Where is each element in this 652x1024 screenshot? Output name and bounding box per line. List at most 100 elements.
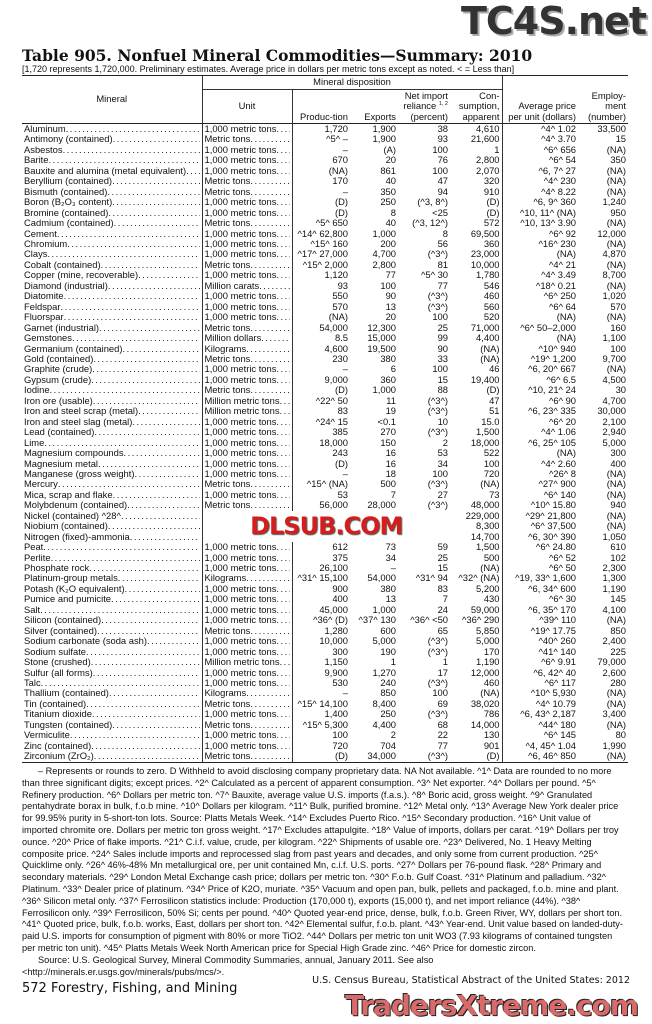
dot-leader: ........................................… bbox=[276, 312, 289, 323]
dot-leader: ........................................… bbox=[261, 333, 290, 344]
cell-exports: 500 bbox=[380, 479, 396, 490]
dot-leader: ........................................… bbox=[48, 155, 200, 166]
mineral-text: Platinum-group metals bbox=[24, 573, 118, 584]
unit-text: 1,000 metric tons bbox=[204, 364, 277, 375]
header-production: Produc-tion bbox=[291, 89, 350, 124]
cell-unit: Million carats .........................… bbox=[201, 280, 292, 292]
cell-production: 26,100 bbox=[291, 563, 350, 574]
table-row: Gemstones ..............................… bbox=[22, 333, 628, 344]
dot-leader: ........................................… bbox=[276, 207, 289, 218]
cell-average-price: ^26^ 8 bbox=[501, 468, 578, 480]
unit-text: Metric tons bbox=[204, 134, 251, 145]
mineral-text: Silver (contained) bbox=[24, 625, 97, 636]
cell-production: 570 bbox=[291, 301, 350, 313]
cell-average-price: (NA) bbox=[501, 333, 578, 344]
dot-leader: ........................................… bbox=[44, 437, 200, 448]
unit-text: 1,000 metric tons bbox=[204, 667, 277, 678]
cell-employment: 1,050 bbox=[602, 531, 626, 542]
header-exports: Exports bbox=[364, 110, 396, 122]
cell-exports: 7 bbox=[390, 489, 396, 500]
cell-production: 612 bbox=[291, 542, 350, 553]
dot-leader: ........................................… bbox=[276, 489, 289, 500]
mineral-text: Sodium carbonate (soda ash) bbox=[24, 636, 147, 647]
cell-unit: 1,000 metric tons ......................… bbox=[201, 270, 292, 281]
dot-leader: ........................................… bbox=[279, 657, 290, 668]
cell-consumption: 520 bbox=[483, 312, 500, 323]
unit-text: Metric tons bbox=[204, 218, 251, 229]
cell-exports: 8,400 bbox=[372, 698, 396, 709]
dot-leader: ........................................… bbox=[112, 176, 199, 187]
cell-consumption: 18,000 bbox=[470, 437, 500, 448]
unit-text: Million dollars bbox=[204, 333, 262, 344]
dot-leader: ........................................… bbox=[89, 563, 200, 574]
dot-leader: ........................................… bbox=[276, 636, 289, 647]
cell-exports: 90 bbox=[385, 291, 396, 302]
cell-consumption: 522 bbox=[483, 448, 500, 459]
cell-exports: 40 bbox=[385, 176, 396, 187]
cell-unit: 1,000 metric tons ......................… bbox=[201, 291, 292, 302]
cell-net-import-reliance: 2 bbox=[442, 437, 448, 448]
cell-employment: 350 bbox=[610, 155, 626, 166]
cell-net-import-reliance: 33 bbox=[437, 353, 448, 364]
cell-production: 45,000 bbox=[291, 604, 350, 616]
cell-average-price: ^6, 43^ 2,187 bbox=[501, 709, 578, 720]
cell-production: 400 bbox=[291, 594, 350, 605]
cell-employment: 1,020 bbox=[602, 291, 626, 302]
cell-production: ^15^ 160 bbox=[291, 238, 350, 250]
cell-production: 170 bbox=[291, 176, 350, 187]
cell-consumption: 320 bbox=[483, 176, 500, 187]
dot-leader: ........................................… bbox=[276, 583, 289, 594]
mineral-text: Tungsten (contained) bbox=[24, 719, 113, 730]
cell-consumption: ^32^ (NA) bbox=[458, 573, 500, 584]
cell-mineral: Zinc (contained) .......................… bbox=[22, 741, 202, 751]
dot-leader: ........................................… bbox=[63, 312, 200, 323]
cell-unit: 1,000 metric tons ......................… bbox=[201, 552, 292, 564]
cell-employment: 30 bbox=[615, 385, 626, 396]
dot-leader: ........................................… bbox=[47, 249, 200, 260]
mineral-text: Iodine bbox=[24, 385, 50, 396]
cell-unit: 1,000 metric tons ......................… bbox=[201, 155, 292, 166]
cell-production: ^31^ 15,100 bbox=[291, 573, 350, 584]
cell-net-import-reliance: (^3^) bbox=[427, 636, 448, 647]
watermark-logo-bottom: TradersXtreme.com bbox=[345, 989, 639, 1022]
cell-unit: Million metric tons ....................… bbox=[201, 657, 292, 668]
cell-employment: 2,600 bbox=[602, 667, 626, 678]
cell-unit: 1,000 metric tons ......................… bbox=[201, 678, 292, 689]
cell-exports: 16 bbox=[385, 458, 396, 469]
cell-employment: 80 bbox=[615, 730, 626, 741]
cell-net-import-reliance: 22 bbox=[437, 730, 448, 741]
dot-leader: ........................................… bbox=[132, 416, 199, 427]
cell-average-price: ^6, 7^ 27 bbox=[501, 165, 578, 177]
cell-unit: Metric tons ............................… bbox=[201, 698, 292, 710]
table-row: Beryllium (contained) ..................… bbox=[22, 176, 628, 187]
cell-net-import-reliance: 17 bbox=[437, 667, 448, 678]
unit-text: 1,000 metric tons bbox=[204, 270, 277, 281]
table-row: Diatomite ..............................… bbox=[22, 291, 628, 302]
table-row: Lead (contained) .......................… bbox=[22, 427, 628, 438]
cell-mineral: Mercury ................................… bbox=[22, 479, 202, 489]
cell-production: 375 bbox=[291, 552, 350, 564]
cell-net-import-reliance: 53 bbox=[437, 448, 448, 459]
cell-mineral: Bauxite and alumina (metal equivalent) .… bbox=[22, 166, 202, 176]
cell-exports: 73 bbox=[385, 542, 396, 553]
dot-leader: ........................................… bbox=[276, 563, 289, 574]
cell-mineral: Nitrogen (fixed)-ammonia ...............… bbox=[22, 532, 202, 542]
dot-leader: ........................................… bbox=[250, 218, 290, 229]
dot-leader: ........................................… bbox=[276, 270, 289, 281]
cell-average-price: ^6^ 50–2,000 bbox=[501, 322, 578, 334]
cell-unit: 1,000 metric tons ......................… bbox=[201, 542, 292, 553]
cell-employment: 2,940 bbox=[602, 427, 626, 438]
unit-text: 1,000 metric tons bbox=[204, 374, 277, 385]
cell-consumption: 229,000 bbox=[465, 510, 500, 521]
cell-production: 1,150 bbox=[291, 657, 350, 668]
cell-average-price: ^6, 9^ 360 bbox=[501, 197, 578, 208]
cell-exports: 1,000 bbox=[372, 385, 396, 396]
cell-unit: 1,000 metric tons ......................… bbox=[201, 228, 292, 239]
cell-mineral: Mica, scrap and flake ..................… bbox=[22, 490, 202, 500]
cell-mineral: Sulfur (all forms) .....................… bbox=[22, 668, 202, 678]
table-row: Sodium carbonate (soda ash) ............… bbox=[22, 636, 628, 647]
header-mineral: Mineral bbox=[22, 75, 202, 124]
cell-average-price: ^4^ 21 bbox=[501, 259, 578, 271]
dot-leader: ........................................… bbox=[276, 594, 289, 605]
cell-consumption: 59,000 bbox=[470, 604, 500, 615]
